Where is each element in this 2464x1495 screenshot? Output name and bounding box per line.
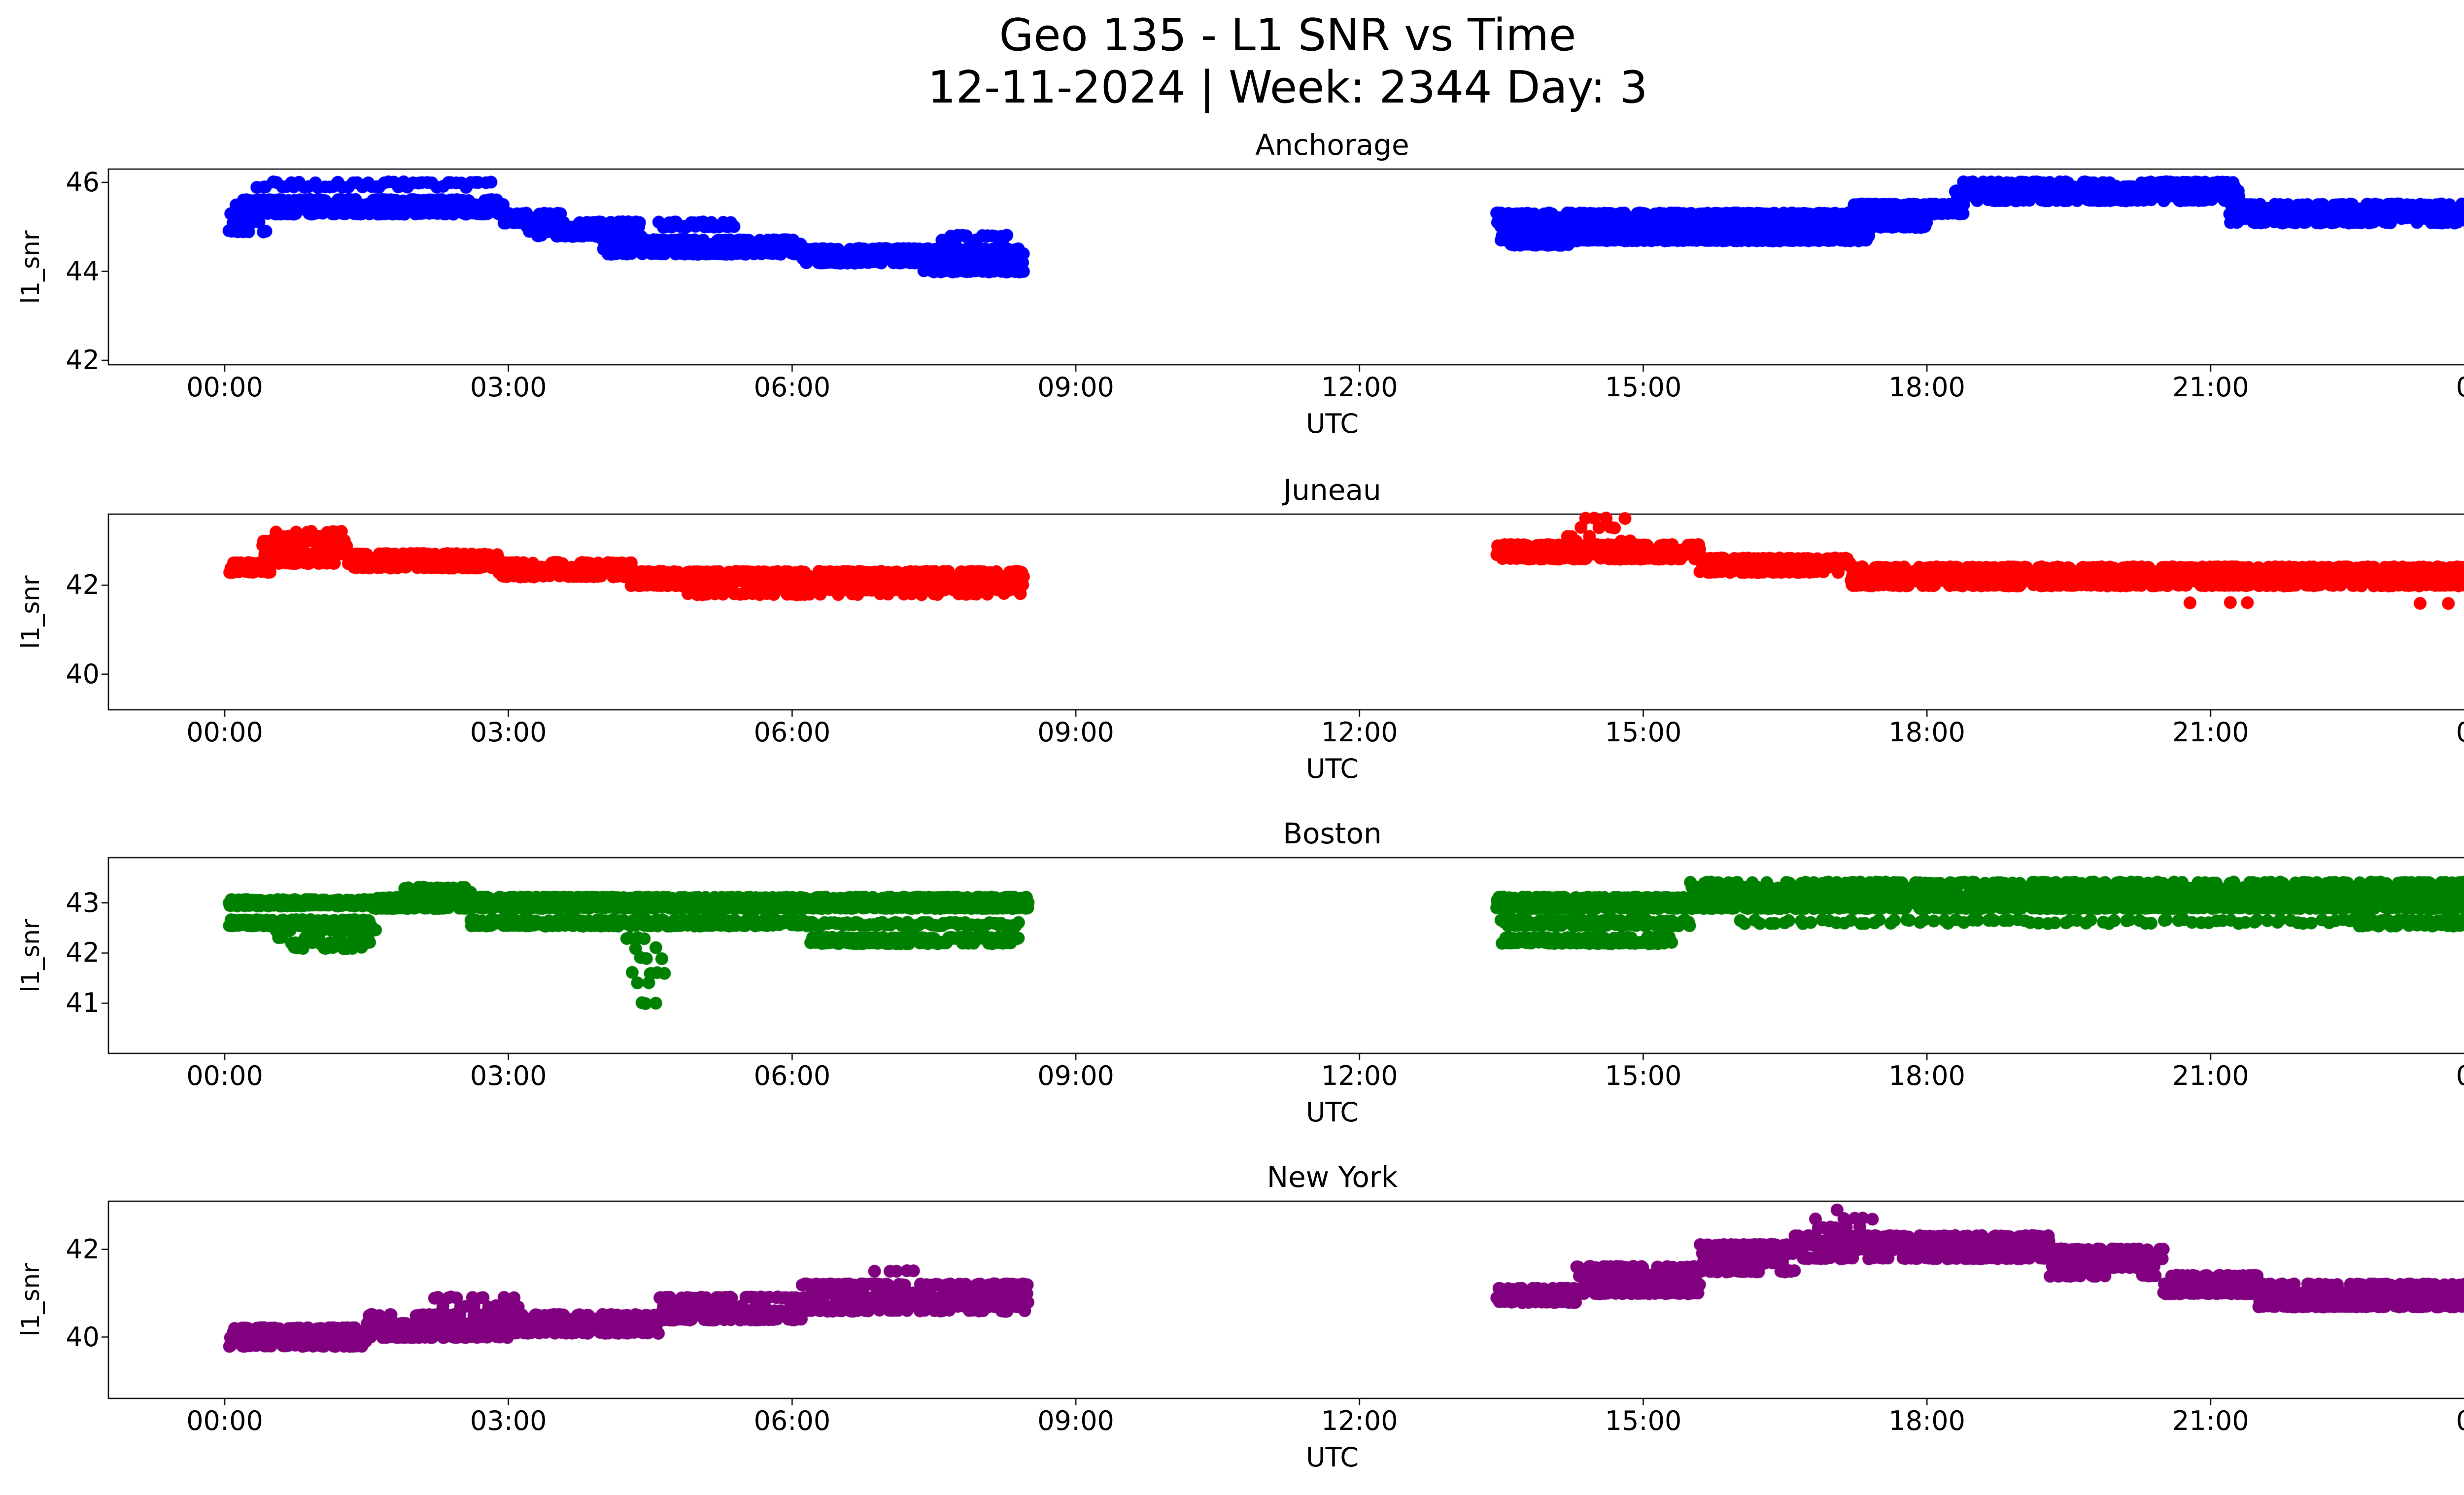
- y-tick-label-anchorage: 42: [66, 344, 100, 376]
- subplot-title-anchorage: Anchorage: [1255, 128, 1409, 162]
- x-tick-label-anchorage: 15:00: [1605, 372, 1682, 403]
- y-axis-label-anchorage: l1_snr: [16, 230, 45, 304]
- x-axis-label-boston: UTC: [1305, 1097, 1359, 1128]
- figure-subtitle: 12-11-2024 | Week: 2344 Day: 3: [927, 62, 1648, 113]
- y-tick-label-anchorage: 46: [66, 167, 100, 198]
- subplot-title-boston: Boston: [1283, 817, 1382, 850]
- x-tick-label-juneau: 00:00: [186, 717, 263, 748]
- y-axis-label-new-york: l1_snr: [16, 1263, 45, 1337]
- x-tick-label-new-york: 18:00: [1888, 1405, 1965, 1436]
- x-tick-label-juneau: 12:00: [1321, 717, 1398, 748]
- y-tick-label-new-york: 42: [66, 1233, 100, 1265]
- y-tick-label-new-york: 40: [66, 1321, 100, 1353]
- y-tick-label-boston: 43: [66, 887, 100, 918]
- x-tick-label-anchorage: 00:00: [186, 372, 263, 403]
- x-tick-label-juneau: 06:00: [753, 717, 831, 748]
- x-tick-label-anchorage: 03:00: [470, 372, 547, 403]
- x-tick-label-boston: 18:00: [1888, 1060, 1965, 1091]
- x-tick-label-anchorage: 06:00: [753, 372, 831, 403]
- y-tick-label-juneau: 40: [66, 658, 100, 690]
- y-tick-label-boston: 42: [66, 937, 100, 969]
- x-tick-label-new-york: 21:00: [2172, 1405, 2249, 1436]
- x-tick-label-juneau: 09:00: [1037, 717, 1114, 748]
- x-tick-label-anchorage: 12:00: [1321, 372, 1398, 403]
- x-tick-label-new-york: 00:00: [2430, 1407, 2464, 1435]
- x-tick-label-boston: 03:00: [470, 1060, 547, 1091]
- x-tick-label-anchorage: 00:00: [2430, 374, 2464, 401]
- y-axis-label-juneau: l1_snr: [16, 575, 45, 649]
- x-tick-label-juneau: 03:00: [470, 717, 547, 748]
- x-tick-label-boston: 09:00: [1037, 1060, 1114, 1091]
- y-tick-label-juneau: 42: [66, 569, 100, 601]
- x-tick-label-boston: 00:00: [2430, 1062, 2464, 1090]
- x-tick-label-anchorage: 21:00: [2172, 372, 2249, 403]
- x-tick-label-boston: 21:00: [2172, 1060, 2249, 1091]
- x-tick-label-new-york: 12:00: [1321, 1405, 1398, 1436]
- subplot-title-juneau: Juneau: [1283, 473, 1381, 507]
- x-axis-label-anchorage: UTC: [1305, 408, 1359, 439]
- x-axis-label-new-york: UTC: [1305, 1442, 1359, 1473]
- x-tick-label-new-york: 06:00: [753, 1405, 831, 1436]
- x-axis-label-juneau: UTC: [1305, 753, 1359, 784]
- x-tick-label-new-york: 09:00: [1037, 1405, 1114, 1436]
- x-tick-label-anchorage: 18:00: [1888, 372, 1965, 403]
- x-tick-label-juneau: 00:00: [2430, 719, 2464, 746]
- x-tick-label-juneau: 21:00: [2172, 717, 2249, 748]
- figure-title: Geo 135 - L1 SNR vs Time: [999, 9, 1576, 61]
- y-axis-label-boston: l1_snr: [16, 919, 45, 992]
- x-tick-label-juneau: 15:00: [1605, 717, 1682, 748]
- x-tick-label-new-york: 03:00: [470, 1405, 547, 1436]
- y-tick-label-anchorage: 44: [66, 255, 100, 287]
- x-tick-label-boston: 06:00: [753, 1060, 831, 1091]
- x-tick-label-boston: 15:00: [1605, 1060, 1682, 1091]
- y-tick-label-boston: 41: [66, 987, 100, 1019]
- x-tick-label-juneau: 18:00: [1888, 717, 1965, 748]
- x-tick-label-anchorage: 09:00: [1037, 372, 1114, 403]
- x-tick-label-boston: 12:00: [1321, 1060, 1398, 1091]
- subplot-title-new-york: New York: [1266, 1160, 1398, 1194]
- x-tick-label-new-york: 00:00: [186, 1405, 263, 1436]
- x-tick-label-boston: 00:00: [186, 1060, 263, 1091]
- x-tick-label-new-york: 15:00: [1605, 1405, 1682, 1436]
